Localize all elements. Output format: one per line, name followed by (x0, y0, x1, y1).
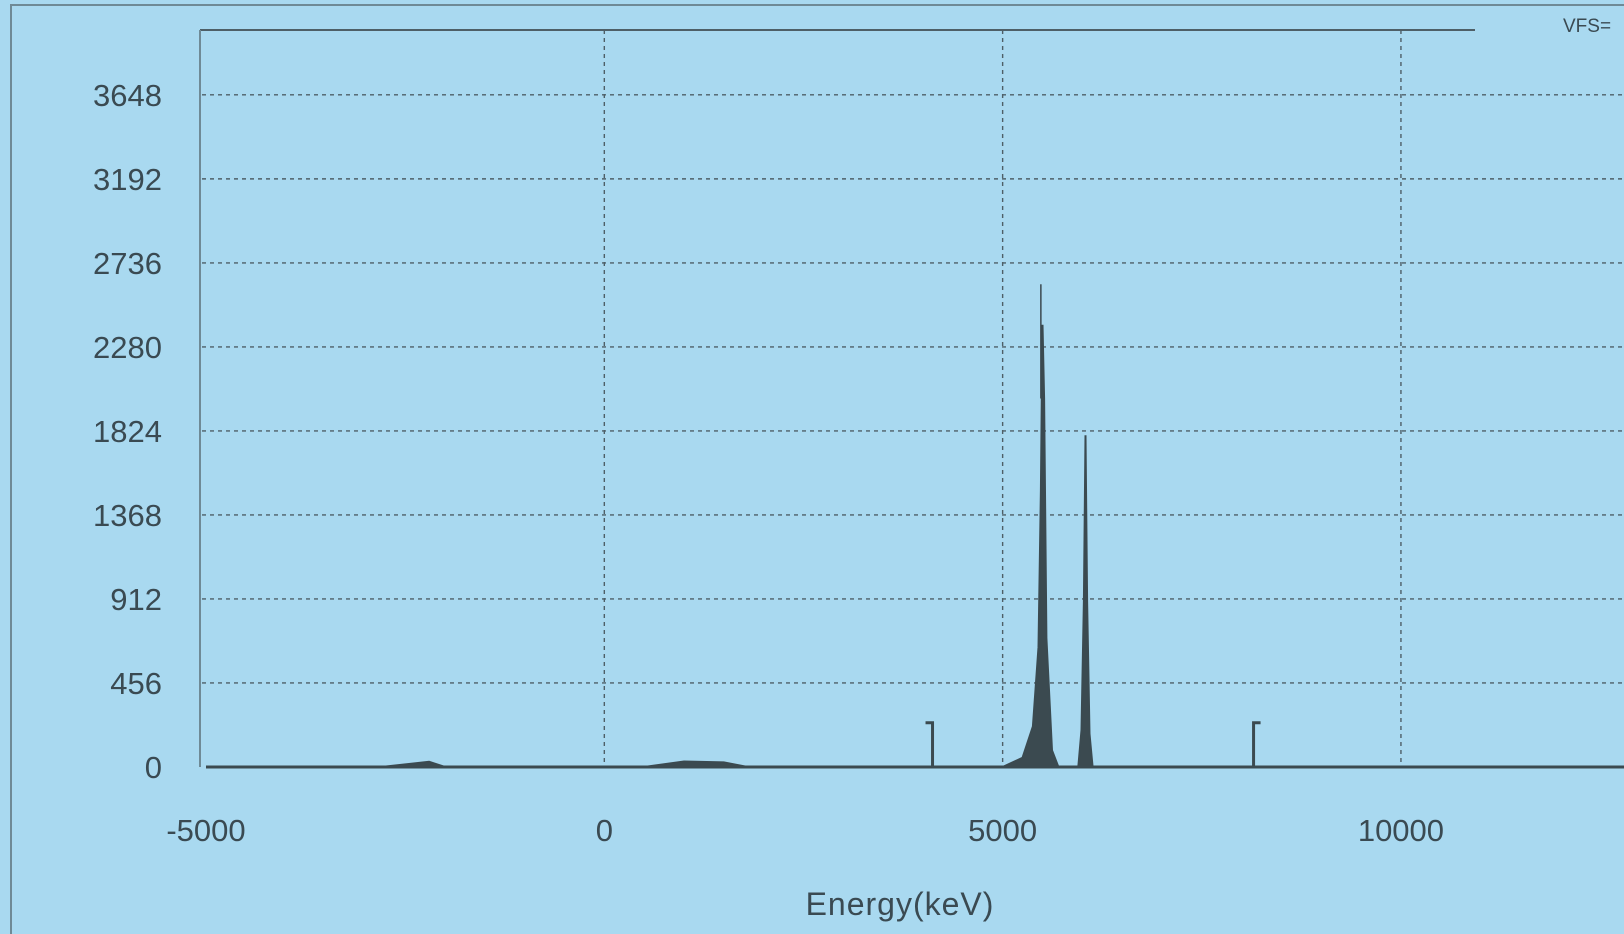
y-tick-label: 0 (145, 750, 162, 785)
y-tick-label: 2280 (93, 330, 162, 365)
plot-frame (10, 4, 1624, 934)
y-tick-label: 1368 (93, 498, 162, 533)
y-tick-label: 912 (110, 582, 162, 617)
y-tick-label: 456 (110, 666, 162, 701)
x-tick-label: 5000 (968, 813, 1037, 848)
roi-marker (1252, 721, 1261, 767)
x-axis-title: Energy(keV) (806, 886, 995, 922)
x-tick-label: -5000 (166, 813, 245, 848)
y-tick-label: 3192 (93, 162, 162, 197)
vfs-label: VFS= (1563, 16, 1611, 37)
y-tick-label: 2736 (93, 246, 162, 281)
grid-layer (199, 29, 1624, 767)
data-layer (206, 284, 1624, 769)
x-tick-label: 0 (596, 813, 613, 848)
y-tick-label: 3648 (93, 78, 162, 113)
x-tick-label: 10000 (1358, 813, 1444, 848)
roi-marker (925, 721, 935, 767)
spectrum-series (206, 324, 1624, 768)
y-tick-label: 1824 (93, 414, 162, 449)
